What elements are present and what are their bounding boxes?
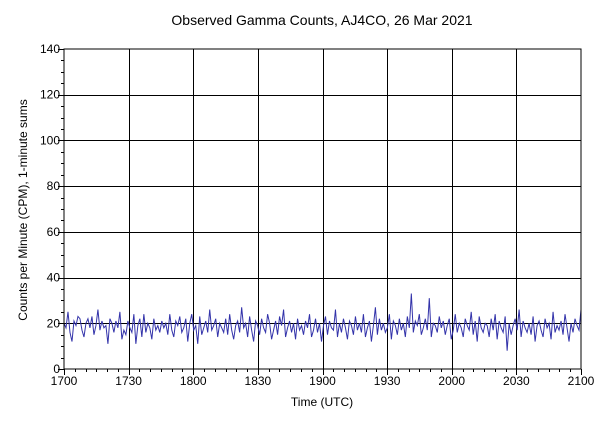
y-tick-label: 100: [40, 133, 60, 147]
y-tick-label: 40: [47, 271, 61, 285]
y-tick-label: 140: [40, 42, 60, 56]
x-tick-label: 1900: [309, 374, 336, 388]
x-axis-label: Time (UTC): [291, 395, 353, 409]
x-tick-label: 2000: [438, 374, 465, 388]
x-tick-label: 1700: [51, 374, 78, 388]
x-tick-label: 1730: [115, 374, 142, 388]
x-tick-label: 1830: [245, 374, 272, 388]
x-tick-label: 1930: [374, 374, 401, 388]
y-tick-label: 60: [47, 225, 61, 239]
x-tick-label: 2030: [503, 374, 530, 388]
plot-frame: [63, 48, 582, 370]
y-tick-label: 0: [53, 362, 60, 376]
grid: [64, 49, 581, 369]
x-tick-label: 2100: [568, 374, 595, 388]
x-tick-label: 1800: [180, 374, 207, 388]
x-tick-labels: 1700 1730 1800 1830 1900 1930 2000 2030 2100: [51, 374, 595, 388]
y-tick-label: 80: [47, 179, 61, 193]
y-axis-label: Counts per Minute (CPM), 1-minute sums: [16, 99, 30, 320]
series-line: [63, 293, 582, 351]
y-tick-labels: 0 20 40 60 80 100 120 140: [40, 42, 60, 376]
y-tick-label: 20: [47, 316, 61, 330]
chart-title: Observed Gamma Counts, AJ4CO, 26 Mar 202…: [171, 12, 472, 28]
y-tick-label: 120: [40, 88, 60, 102]
